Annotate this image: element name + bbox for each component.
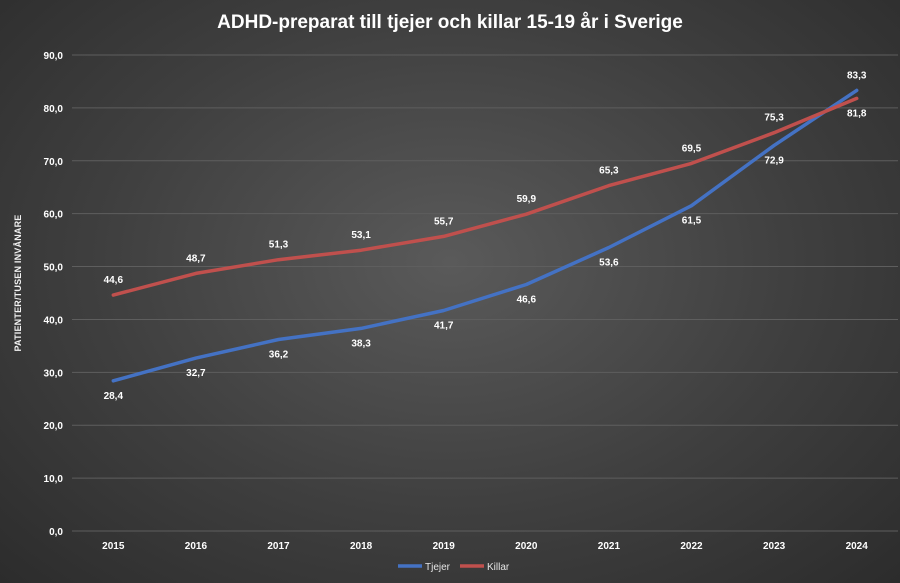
data-label: 28,4 — [104, 391, 124, 402]
y-tick-label: 20,0 — [44, 421, 64, 432]
x-tick-label: 2016 — [185, 541, 208, 552]
series-line-killar — [111, 96, 859, 297]
data-label: 46,6 — [517, 295, 537, 306]
y-tick-label: 30,0 — [44, 368, 64, 379]
data-label: 41,7 — [434, 320, 454, 331]
data-label: 48,7 — [186, 253, 206, 264]
y-tick-label: 60,0 — [44, 210, 64, 221]
data-label: 65,3 — [599, 166, 619, 177]
x-tick-label: 2015 — [102, 541, 125, 552]
x-tick-label: 2018 — [350, 541, 373, 552]
series-line-tjejer — [111, 88, 859, 383]
x-tick-label: 2020 — [515, 541, 538, 552]
y-tick-label: 0,0 — [49, 527, 63, 538]
x-tick-label: 2017 — [267, 541, 290, 552]
data-label: 59,9 — [517, 194, 537, 205]
data-label: 38,3 — [351, 338, 371, 349]
data-label: 53,6 — [599, 258, 619, 269]
y-tick-label: 10,0 — [44, 474, 64, 485]
y-axis-label: PATIENTER/TUSEN INVÅNARE — [13, 215, 23, 352]
data-label: 53,1 — [351, 230, 371, 241]
x-tick-label: 2019 — [433, 541, 456, 552]
data-label: 61,5 — [682, 216, 702, 227]
data-label: 81,8 — [847, 108, 867, 119]
data-label: 36,2 — [269, 350, 289, 361]
y-tick-label: 70,0 — [44, 157, 64, 168]
chart-title: ADHD-preparat till tjejer och killar 15-… — [217, 12, 683, 33]
x-tick-label: 2022 — [680, 541, 703, 552]
y-tick-label: 80,0 — [44, 104, 64, 115]
x-tick-label: 2024 — [846, 541, 869, 552]
data-label: 69,5 — [682, 143, 702, 154]
data-label: 75,3 — [764, 113, 784, 124]
data-label: 72,9 — [764, 155, 784, 166]
data-label: 83,3 — [847, 70, 867, 81]
data-label: 44,6 — [104, 275, 124, 286]
y-tick-label: 50,0 — [44, 263, 64, 274]
legend: Tjejer Killar — [398, 562, 510, 573]
data-label: 32,7 — [186, 368, 206, 379]
x-tick-label: 2023 — [763, 541, 786, 552]
y-tick-label: 40,0 — [44, 315, 64, 326]
x-tick-label: 2021 — [598, 541, 621, 552]
legend-label-killar: Killar — [487, 562, 510, 573]
legend-label-tjejer: Tjejer — [425, 562, 451, 573]
data-label: 55,7 — [434, 216, 454, 227]
data-label: 51,3 — [269, 240, 289, 251]
y-tick-label: 90,0 — [44, 51, 64, 62]
